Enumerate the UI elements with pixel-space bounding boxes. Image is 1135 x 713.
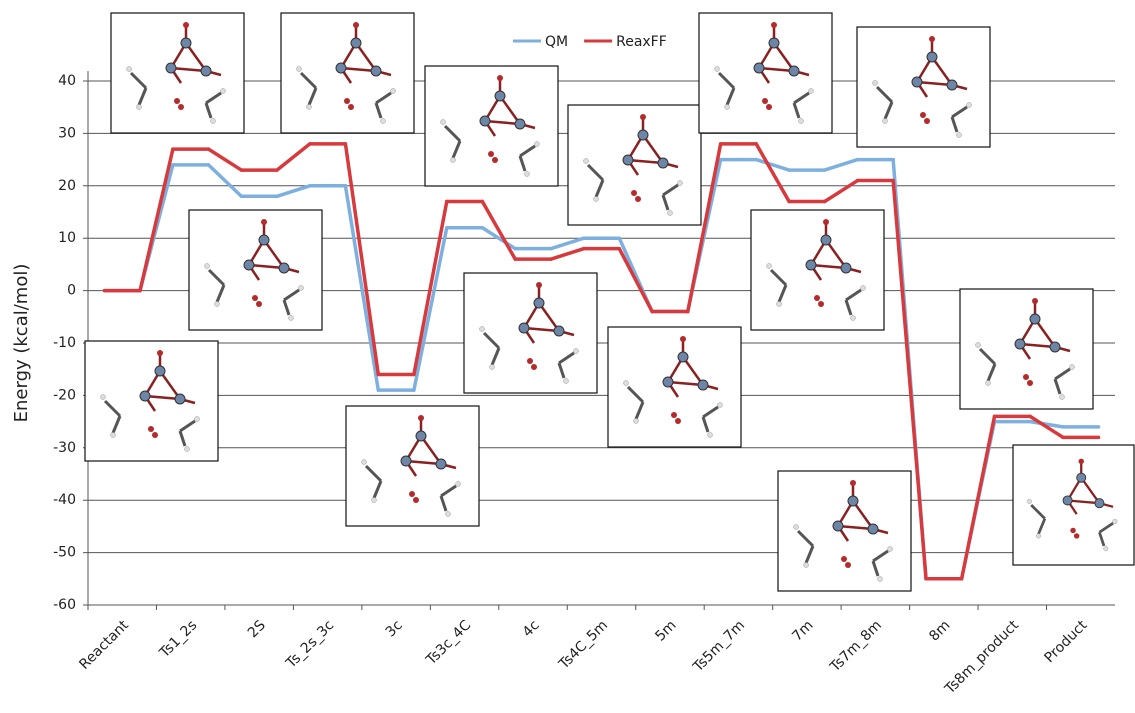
legend: QM ReaxFF xyxy=(513,34,667,50)
inset xyxy=(189,210,322,330)
y-tick-label: -50 xyxy=(53,545,76,561)
connector xyxy=(140,149,173,290)
inset xyxy=(1013,445,1134,565)
y-tick-label: 0 xyxy=(67,283,76,299)
x-tick-label: Reactant xyxy=(76,617,132,673)
y-axis-label: Energy (kcal/mol) xyxy=(11,264,32,423)
connector xyxy=(825,160,858,170)
inset xyxy=(346,406,479,526)
y-tick-label: 30 xyxy=(58,125,76,141)
x-tick-label: Product xyxy=(1042,617,1091,666)
x-tick-label: Ts5m_7m xyxy=(690,617,748,675)
inset xyxy=(85,341,218,461)
inset xyxy=(960,289,1093,409)
connector xyxy=(209,165,242,196)
x-tick-label: Ts3c_4C xyxy=(423,617,475,669)
y-tick-label: -10 xyxy=(53,335,76,351)
inset xyxy=(608,327,741,447)
x-tick-label: 2S xyxy=(245,617,269,641)
inset xyxy=(425,66,558,186)
y-tick-label: -20 xyxy=(53,387,76,403)
inset xyxy=(111,13,244,133)
connector xyxy=(414,202,447,375)
connector xyxy=(619,249,652,312)
connector xyxy=(756,144,789,202)
connector xyxy=(414,228,447,390)
inset xyxy=(464,273,597,393)
y-tick-label: -40 xyxy=(53,492,76,508)
connector xyxy=(756,160,789,170)
connector xyxy=(277,186,310,196)
x-tick-label: 5m xyxy=(652,617,679,644)
legend-label: QM xyxy=(545,34,568,50)
x-tick-label: 8m xyxy=(926,617,953,644)
x-tick-label: Ts7m_8m xyxy=(827,617,885,675)
legend-label: ReaxFF xyxy=(616,34,667,50)
inset xyxy=(699,13,832,133)
y-tick-label: 40 xyxy=(58,73,76,89)
x-tick-label: Ts_2s_3c xyxy=(283,617,338,672)
inset xyxy=(857,27,990,147)
connector xyxy=(277,144,310,170)
y-tick-label: -60 xyxy=(53,597,76,613)
connector xyxy=(551,238,584,248)
x-tick-label: 4c xyxy=(520,617,543,640)
x-tick-label: Ts1_2s xyxy=(156,617,200,661)
y-tick-label: 20 xyxy=(58,178,76,194)
connector xyxy=(825,181,858,202)
connector xyxy=(345,186,378,390)
connector xyxy=(551,249,584,259)
x-tick-label: 3c xyxy=(383,617,406,640)
inset xyxy=(568,105,701,225)
x-tick-label: Ts4C_5m xyxy=(555,617,611,673)
connector xyxy=(209,149,242,170)
y-tick-label: -30 xyxy=(53,440,76,456)
inset xyxy=(751,210,884,330)
inset xyxy=(778,471,911,591)
x-tick-label: 7m xyxy=(789,617,816,644)
connector xyxy=(345,144,378,375)
inset xyxy=(281,13,414,133)
chart: Energy (kcal/mol) -60 -50 -40 -30 -20 -10 0 10 2… xyxy=(0,0,1135,713)
connector xyxy=(962,416,995,578)
y-tick-label: 10 xyxy=(58,230,76,246)
x-tick-label: Ts8m_product xyxy=(941,617,1022,698)
